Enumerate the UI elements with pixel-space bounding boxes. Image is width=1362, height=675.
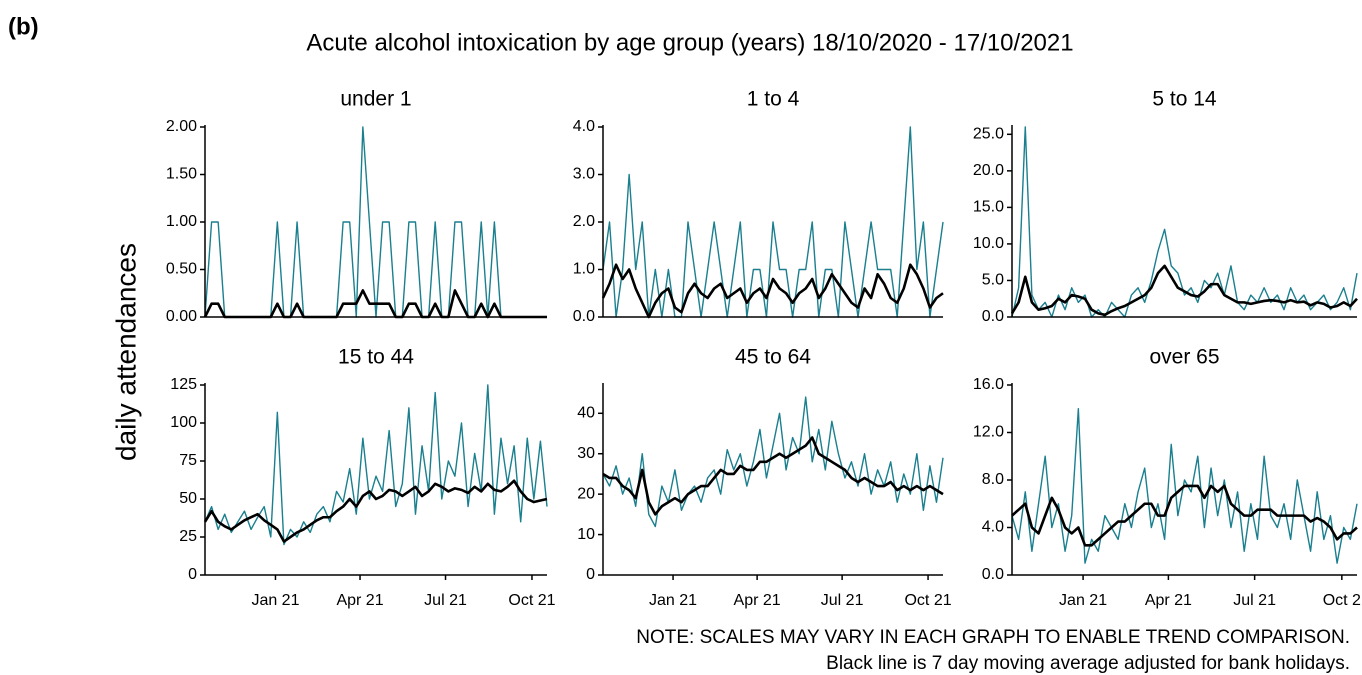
x-tick-label: Apr 21 xyxy=(336,592,383,609)
series-line xyxy=(204,384,548,546)
y-tick-label: 0 xyxy=(586,566,595,583)
y-tick-label: 0.50 xyxy=(166,261,197,278)
y-tick-label: 1.0 xyxy=(573,261,595,278)
x-tick-label: Oct 21 xyxy=(508,592,555,609)
y-tick-label: 20.0 xyxy=(973,162,1004,179)
x-tick-label: Apr 21 xyxy=(734,592,781,609)
series-line xyxy=(602,436,944,516)
x-tick-label: Jan 21 xyxy=(1059,592,1107,609)
y-tick-label: 3.0 xyxy=(573,166,595,183)
y-tick-label: 50 xyxy=(179,490,197,507)
y-tick-label: 40 xyxy=(577,405,595,422)
x-tick-label: Jul 21 xyxy=(821,592,864,609)
y-tick-label: 0.0 xyxy=(573,308,595,325)
figure-title: Acute alcohol intoxication by age group … xyxy=(306,29,1073,56)
panel-title: over 65 xyxy=(1149,346,1219,369)
y-tick-label: 20 xyxy=(577,485,595,502)
x-tick-label: Apr 21 xyxy=(1145,592,1192,609)
note: NOTE: SCALES MAY VARY IN EACH GRAPH TO E… xyxy=(636,627,1350,648)
y-tick-label: 100 xyxy=(170,414,197,431)
y-tick-label: 125 xyxy=(170,376,197,393)
y-tick-label: 75 xyxy=(179,452,197,469)
y-tick-label: 16.0 xyxy=(973,376,1004,393)
series-line xyxy=(602,126,944,318)
note: Black line is 7 day moving average adjus… xyxy=(826,653,1350,674)
y-tick-label: 2.0 xyxy=(573,213,595,230)
y-tick-label: 8.0 xyxy=(982,471,1004,488)
y-tick-label: 0.0 xyxy=(982,566,1004,583)
y-tick-label: 2.00 xyxy=(166,118,197,135)
y-tick-label: 1.50 xyxy=(166,166,197,183)
y-tick-label: 0 xyxy=(188,566,197,583)
panel-title: 15 to 44 xyxy=(338,346,414,369)
y-tick-label: 4.0 xyxy=(982,519,1004,536)
y-tick-label: 10 xyxy=(577,526,595,543)
x-tick-label: Jul 21 xyxy=(424,592,467,609)
y-tick-label: 25.0 xyxy=(973,126,1004,143)
series-line xyxy=(1010,264,1358,317)
series-line xyxy=(602,396,944,528)
panel-title: under 1 xyxy=(340,88,411,111)
panel-title: 5 to 14 xyxy=(1152,88,1217,111)
series-line xyxy=(1011,408,1358,564)
x-tick-label: Jul 21 xyxy=(1233,592,1276,609)
y-tick-label: 5.0 xyxy=(982,272,1004,289)
series-line xyxy=(204,126,547,318)
panel-title: 1 to 4 xyxy=(747,88,800,111)
series-line xyxy=(601,263,944,319)
x-tick-label: Jan 21 xyxy=(251,592,299,609)
y-tick-label: 4.0 xyxy=(573,118,595,135)
figure-label: (b) xyxy=(8,13,39,40)
y-tick-label: 0.00 xyxy=(166,308,197,325)
x-tick-label: Oct 21 xyxy=(904,592,951,609)
y-tick-label: 25 xyxy=(179,528,197,545)
y-axis-label: daily attendances xyxy=(110,243,141,461)
y-tick-label: 10.0 xyxy=(973,235,1004,252)
series-line xyxy=(1011,484,1358,547)
y-tick-label: 0.0 xyxy=(982,308,1004,325)
x-tick-label: Oct 2 xyxy=(1323,592,1361,609)
y-tick-label: 30 xyxy=(577,445,595,462)
series-line xyxy=(203,479,548,543)
panel-title: 45 to 64 xyxy=(735,346,811,369)
x-tick-label: Jan 21 xyxy=(649,592,697,609)
y-tick-label: 12.0 xyxy=(973,424,1004,441)
y-tick-label: 15.0 xyxy=(973,199,1004,216)
series-line xyxy=(1011,126,1358,318)
y-tick-label: 1.00 xyxy=(166,213,197,230)
